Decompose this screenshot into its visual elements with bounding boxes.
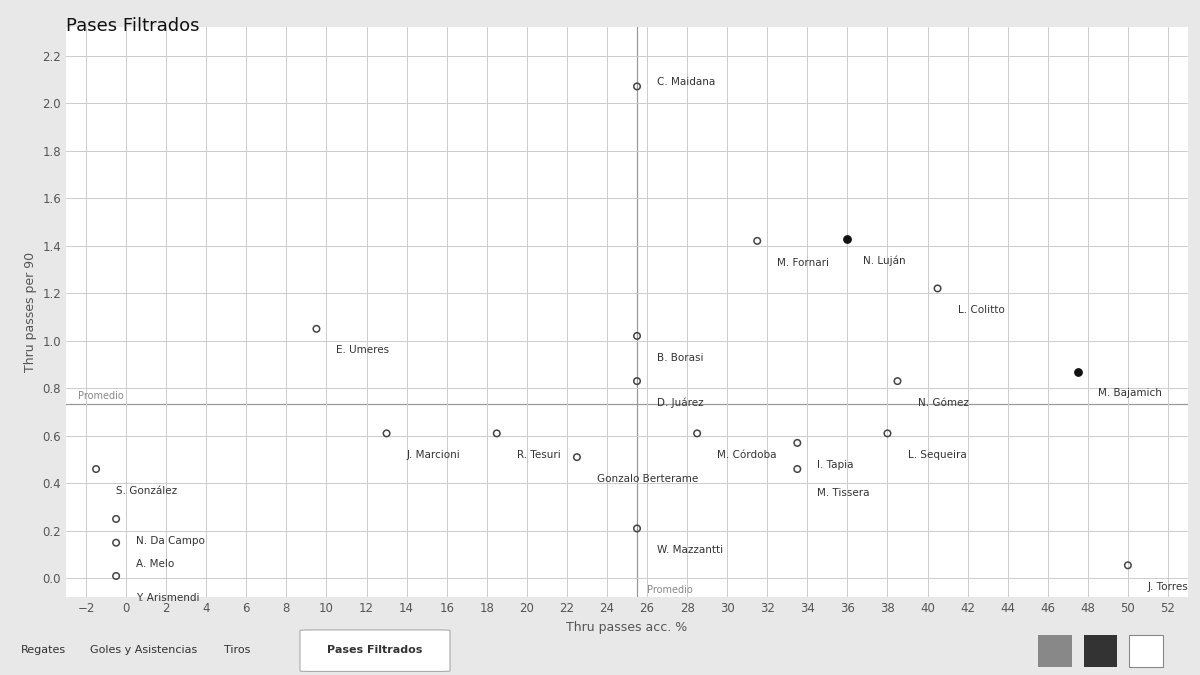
Text: A. Melo: A. Melo [136, 560, 174, 569]
Text: N. Da Campo: N. Da Campo [136, 535, 205, 545]
Point [1118, 560, 1138, 570]
Text: J. Torres: J. Torres [1148, 582, 1189, 592]
Point [787, 464, 806, 475]
Text: M. Fornari: M. Fornari [778, 258, 829, 267]
Bar [1129, 634, 1163, 668]
Point [878, 428, 898, 439]
Text: C. Maidana: C. Maidana [658, 77, 715, 87]
Point [377, 428, 396, 439]
Text: B. Borasi: B. Borasi [658, 352, 703, 362]
Text: Goles y Asistencias: Goles y Asistencias [90, 645, 198, 655]
Text: R. Tesuri: R. Tesuri [517, 450, 560, 460]
Text: Regates: Regates [20, 645, 66, 655]
Point [928, 283, 947, 294]
Text: L. Sequeira: L. Sequeira [907, 450, 966, 460]
Text: J. Marcioni: J. Marcioni [407, 450, 461, 460]
Point [628, 523, 647, 534]
Text: Y. Arismendi: Y. Arismendi [136, 593, 199, 603]
Text: S. González: S. González [116, 486, 178, 495]
FancyBboxPatch shape [300, 630, 450, 672]
Point [86, 464, 106, 475]
Text: I. Tapia: I. Tapia [817, 460, 854, 470]
Text: Promedio: Promedio [647, 585, 692, 595]
Point [107, 537, 126, 548]
Bar [1084, 634, 1117, 668]
Point [888, 376, 907, 387]
Point [838, 233, 857, 244]
X-axis label: Thru passes acc. %: Thru passes acc. % [566, 621, 688, 634]
Point [107, 570, 126, 581]
Point [568, 452, 587, 462]
Text: D. Juárez: D. Juárez [658, 398, 703, 408]
Text: M. Córdoba: M. Córdoba [718, 450, 776, 460]
Text: Tiros: Tiros [224, 645, 250, 655]
Y-axis label: Thru passes per 90: Thru passes per 90 [24, 252, 37, 372]
Text: Pases Filtrados: Pases Filtrados [66, 17, 199, 35]
Bar [1038, 634, 1072, 668]
Text: Gonzalo Berterame: Gonzalo Berterame [596, 474, 698, 484]
FancyBboxPatch shape [78, 630, 210, 672]
Point [1068, 367, 1087, 377]
Text: N. Luján: N. Luján [864, 255, 906, 266]
Point [628, 81, 647, 92]
Text: M. Tissera: M. Tissera [817, 488, 870, 498]
Point [787, 437, 806, 448]
Point [487, 428, 506, 439]
FancyBboxPatch shape [192, 630, 282, 672]
Point [307, 323, 326, 334]
Text: Promedio: Promedio [78, 392, 124, 402]
Text: M. Bajamich: M. Bajamich [1098, 388, 1162, 398]
Point [628, 331, 647, 342]
Text: N. Gómez: N. Gómez [918, 398, 968, 408]
Point [628, 376, 647, 387]
Point [748, 236, 767, 246]
FancyBboxPatch shape [0, 630, 96, 672]
Point [107, 514, 126, 524]
Point [688, 428, 707, 439]
Text: W. Mazzantti: W. Mazzantti [658, 545, 724, 555]
Text: Pases Filtrados: Pases Filtrados [328, 645, 422, 655]
Text: L. Colitto: L. Colitto [958, 305, 1004, 315]
Text: E. Umeres: E. Umeres [336, 346, 390, 356]
